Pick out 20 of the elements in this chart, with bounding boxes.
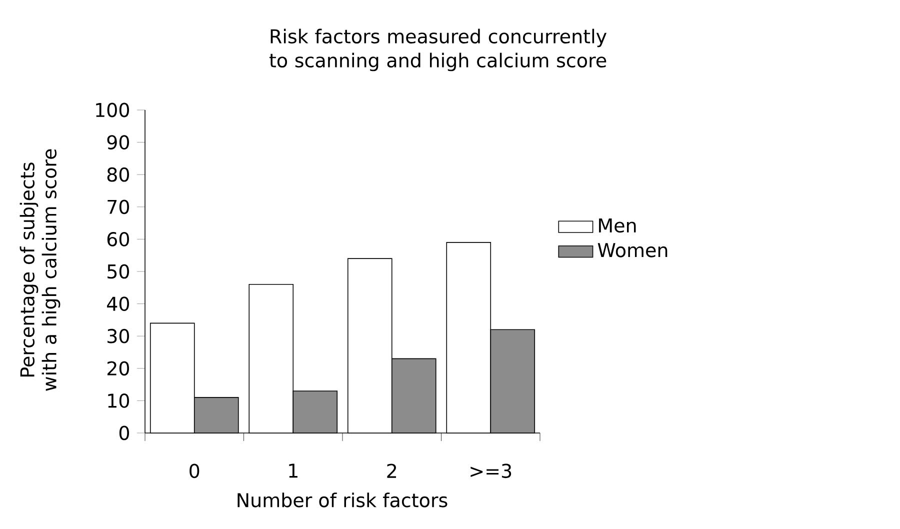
y-tick-label: 100 [96, 102, 129, 118]
y-tick-label: 0 [119, 426, 130, 440]
x-tick-label: 1 [289, 464, 298, 478]
x-axis-title: Number of risk factors [238, 492, 448, 508]
x-tick-label: >=3 [470, 464, 512, 478]
y-tick-label: 50 [108, 264, 130, 279]
y-tick-label: 30 [108, 328, 130, 344]
y-tick-label: 90 [107, 135, 130, 150]
y-axis-title: Percentage of subjects with a high calcium score [20, 149, 60, 391]
y-tick-label: 10 [108, 393, 130, 408]
y-tick-label: 60 [107, 232, 130, 246]
legend-label: Men [599, 218, 636, 233]
y-tick-label: 80 [107, 167, 130, 182]
y-tick-label: 40 [107, 296, 130, 311]
legend-label: Women [598, 243, 668, 258]
x-tick-label: 2 [387, 464, 396, 478]
chart-title: Risk factors measured concurrently to scanning and high calcium score [269, 28, 607, 72]
y-tick-label: 20 [107, 361, 130, 376]
y-tick-label: 70 [108, 200, 130, 214]
x-tick-label: 0 [190, 464, 200, 478]
